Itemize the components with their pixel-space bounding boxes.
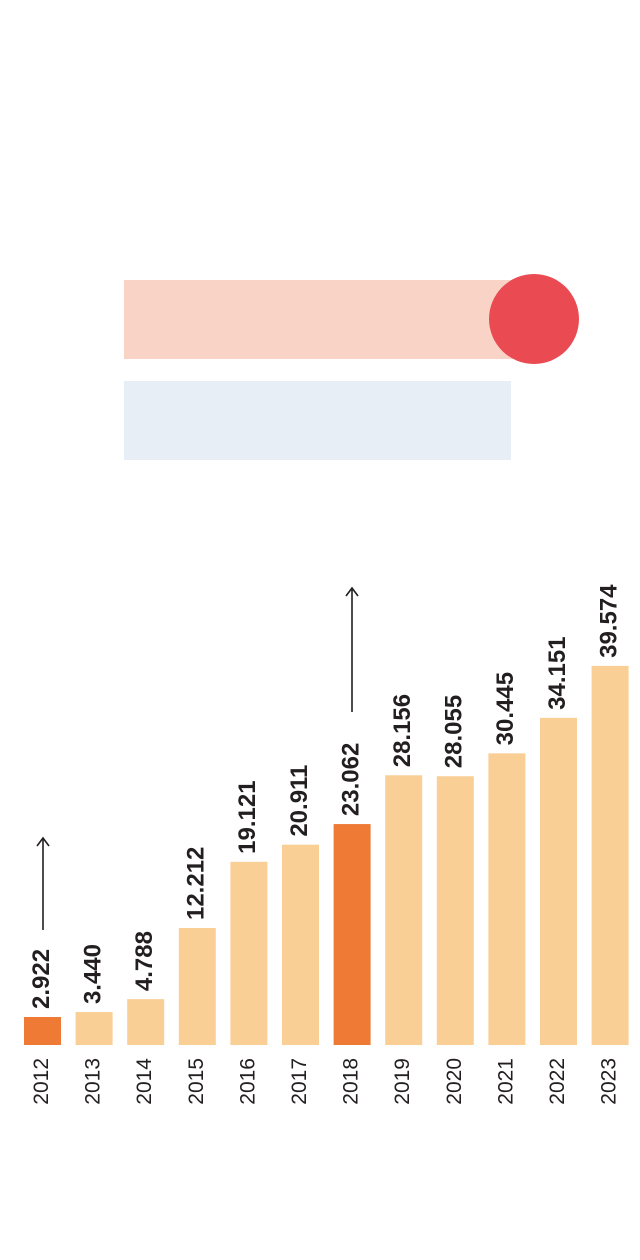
x-tick-label: 2012 xyxy=(30,1058,53,1105)
value-label: 34.151 xyxy=(544,636,571,709)
x-tick-label: 2019 xyxy=(391,1058,414,1105)
x-tick-label: 2016 xyxy=(236,1058,259,1105)
value-label: 4.788 xyxy=(131,931,158,991)
x-tick-label: 2014 xyxy=(133,1058,156,1105)
bar xyxy=(488,753,526,1045)
value-label: 12.212 xyxy=(183,847,210,920)
arrow xyxy=(36,836,50,930)
bar xyxy=(24,1017,61,1045)
bar xyxy=(230,861,268,1045)
x-tick-label: 2021 xyxy=(494,1058,517,1105)
value-label: 20.911 xyxy=(286,765,313,837)
x-tick-label: 2013 xyxy=(82,1058,105,1105)
x-tick-label: 2015 xyxy=(185,1058,208,1105)
x-tick-label: 2018 xyxy=(340,1058,363,1105)
value-label: 30.445 xyxy=(492,672,519,745)
value-label: 23.062 xyxy=(337,743,364,816)
bar xyxy=(282,844,319,1045)
bar xyxy=(127,999,165,1045)
bar xyxy=(333,824,371,1045)
x-tick-label: 2023 xyxy=(598,1058,621,1105)
decor-bar xyxy=(124,381,511,460)
arrow xyxy=(345,586,359,712)
x-tick-label: 2017 xyxy=(288,1058,311,1105)
x-tick-label: 2020 xyxy=(443,1058,466,1105)
value-label: 2.922 xyxy=(28,949,55,1009)
bar xyxy=(540,717,577,1045)
value-label: 39.574 xyxy=(595,584,622,658)
value-label: 28.156 xyxy=(389,694,416,767)
bar xyxy=(385,775,423,1045)
bar xyxy=(436,776,474,1045)
value-label: 19.121 xyxy=(234,780,261,853)
bar xyxy=(75,1012,113,1045)
x-tick-label: 2022 xyxy=(546,1058,569,1105)
value-label: 3.440 xyxy=(79,944,106,1004)
bar xyxy=(178,928,216,1045)
decor-bar xyxy=(124,280,534,359)
bar xyxy=(591,665,629,1045)
value-label: 28.055 xyxy=(441,695,468,768)
decor-dot xyxy=(489,274,579,364)
